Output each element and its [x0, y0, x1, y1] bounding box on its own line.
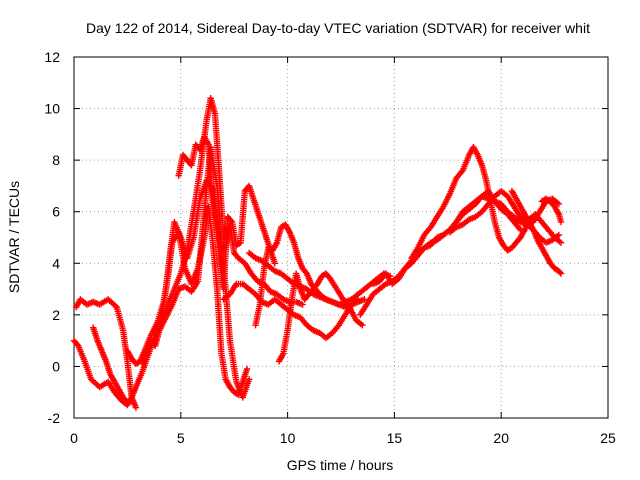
y-tick-label: 0	[52, 358, 60, 374]
series-trace-3	[90, 324, 131, 406]
plus-marker	[124, 399, 131, 406]
x-tick-label: 15	[387, 430, 403, 446]
x-tick-label: 10	[280, 430, 296, 446]
x-tick-label: 20	[493, 430, 509, 446]
plus-marker	[245, 376, 253, 383]
y-tick-label: 10	[44, 101, 60, 117]
axis-ticks	[73, 56, 609, 419]
chart-title: Day 122 of 2014, Sidereal Day-to-day VTE…	[86, 20, 590, 36]
y-tick-label: 8	[52, 152, 60, 168]
plus-marker	[132, 404, 140, 411]
series-trace-13	[369, 193, 563, 288]
plus-marker	[243, 365, 251, 373]
plus-marker	[359, 321, 366, 329]
series-trace-16	[508, 187, 565, 277]
plus-marker	[555, 200, 563, 208]
y-tick-label: -2	[48, 410, 61, 426]
y-tick-label: 12	[44, 49, 60, 65]
series-trace-12	[357, 187, 524, 319]
x-tick-labels: 0 5 10 15 20 25	[70, 430, 616, 446]
x-axis-title: GPS time / hours	[287, 457, 394, 473]
y-tick-label: 2	[52, 307, 60, 323]
y-tick-label: 6	[52, 204, 60, 220]
plus-marker	[112, 302, 119, 310]
plus-marker	[557, 239, 565, 246]
plus-marker	[74, 341, 81, 348]
plus-marker	[361, 296, 368, 303]
plus-marker	[271, 260, 278, 267]
y-axis-title: SDTVAR / TECUs	[6, 181, 22, 293]
series-trace-11	[275, 270, 366, 365]
x-tick-label: 25	[600, 430, 616, 446]
y-tick-label: 4	[52, 255, 60, 271]
data-marks	[70, 95, 565, 411]
y-tick-labels: -2 0 2 4 6 8 10 12	[44, 49, 60, 426]
x-tick-label: 0	[70, 430, 78, 446]
plus-marker	[299, 301, 306, 308]
plus-marker	[557, 270, 565, 277]
plus-marker	[555, 231, 563, 239]
series-trace-14	[408, 144, 565, 262]
x-tick-label: 5	[177, 430, 185, 446]
plus-marker	[123, 398, 130, 405]
series-trace-5	[139, 144, 253, 401]
series-trace-17	[538, 195, 565, 226]
plus-marker	[556, 269, 564, 276]
plot-frame	[73, 56, 609, 419]
grid	[74, 57, 608, 418]
plus-marker	[557, 218, 565, 226]
plus-marker	[227, 217, 235, 224]
